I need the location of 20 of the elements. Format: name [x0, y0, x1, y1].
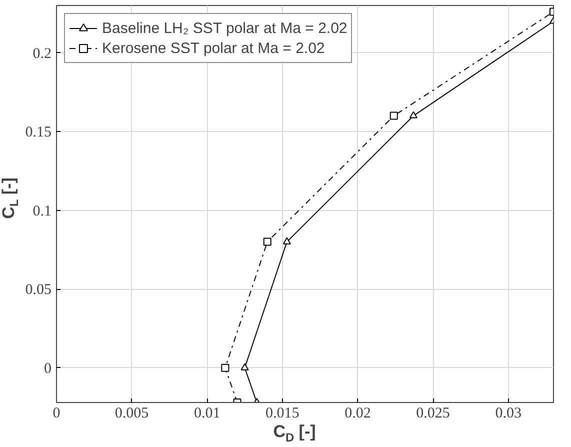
legend-label: Kerosene SST polar at Ma = 2.02	[102, 39, 325, 57]
y-tick-label: 0.1	[32, 203, 52, 220]
point	[390, 112, 398, 120]
point	[240, 363, 249, 370]
point	[221, 364, 230, 372]
x-tick-label: 0.02	[344, 406, 371, 422]
point	[263, 238, 272, 246]
x-tick-label: 0.025	[416, 406, 450, 422]
x-tick-label: 0.03	[495, 406, 522, 422]
x-axis-title: C$_{D}$ [-]	[272, 421, 317, 446]
y-tick-label: 0.05	[25, 282, 52, 298]
x-tick-label: 0.01	[194, 406, 220, 422]
x-tick-label: 0.005	[114, 406, 149, 422]
x-tick-label: 0.015	[266, 406, 300, 422]
y-tick-label: 0.2	[32, 46, 52, 62]
y-tick-label: 0.15	[25, 124, 52, 141]
legend-label: Baseline LH₂ SST polar at Ma = 2.02	[102, 19, 348, 37]
y-tick-label: 0	[44, 360, 52, 377]
point	[282, 237, 291, 244]
point	[409, 111, 418, 118]
